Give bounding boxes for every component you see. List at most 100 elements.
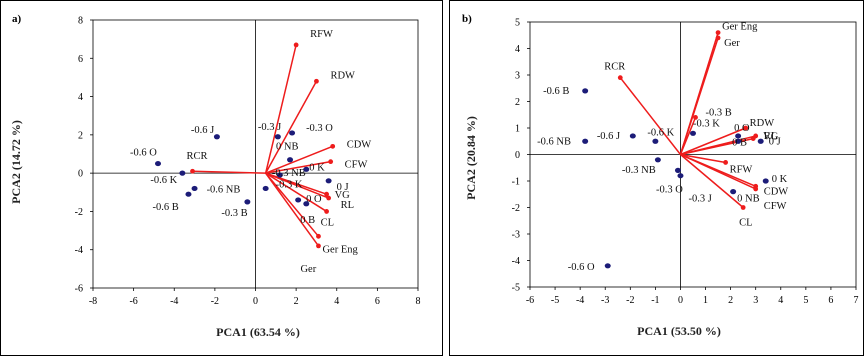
loading-vector-tip: [316, 243, 321, 249]
score-point: [690, 130, 696, 136]
loading-vector: [265, 172, 320, 237]
x-tick-label: 8: [416, 296, 421, 307]
score-point: [289, 130, 296, 136]
x-tick-label: -8: [89, 296, 97, 307]
vector-label: RCR: [187, 151, 208, 162]
panel-frame: [449, 0, 864, 356]
score-point: [730, 189, 737, 195]
loading-vector-tip: [723, 160, 728, 165]
loading-vector: [680, 153, 757, 190]
y-tick-label: -4: [512, 256, 520, 267]
score-point: [179, 170, 186, 176]
point-label: 0 K: [772, 174, 788, 185]
x-tick-label: 3: [753, 295, 758, 306]
loading-vector: [265, 172, 320, 247]
x-tick-label: 7: [854, 295, 859, 306]
y-tick-label: 4: [515, 44, 520, 55]
x-tick-label: 0: [678, 295, 683, 306]
x-axis-title: PCA1 (63.54 %): [216, 325, 300, 339]
loading-vector: [265, 172, 327, 213]
loading-vector-tip: [316, 233, 321, 239]
score-point: [629, 133, 636, 139]
loading-vector: [265, 145, 333, 174]
x-tick-label: -5: [551, 295, 559, 306]
score-point: [652, 138, 659, 144]
panel-frame: [0, 0, 443, 356]
loading-vector-tip: [715, 35, 721, 41]
y-tick-label: 4: [78, 92, 83, 103]
score-point: [735, 138, 742, 144]
loading-vector: [264, 80, 318, 174]
panel-label: a): [12, 13, 22, 25]
score-point: [677, 173, 684, 179]
vector-label: CDW: [347, 139, 372, 150]
x-tick-label: 6: [375, 296, 380, 307]
score-point: [276, 172, 283, 178]
point-label: -0.6 O: [568, 262, 595, 273]
vector-label: RFW: [730, 164, 753, 175]
score-point: [295, 197, 302, 203]
panel-a: -8 -6 -4 -2 0 2 4 6 8 -6 -4 -2 0 2 4 6 8 a) PCA1 (63.54 %)…: [0, 0, 443, 356]
loading-vector: [264, 44, 297, 174]
y-tick-label: 0: [515, 150, 520, 161]
loading-vector-tip: [715, 30, 721, 35]
vector-label: CL: [739, 218, 752, 229]
score-point: [604, 263, 611, 269]
loading-vector-tip: [750, 136, 756, 142]
vector-label: RL: [764, 131, 777, 142]
score-point: [191, 185, 198, 192]
loading-vector: [679, 37, 719, 155]
x-tick-label: -6: [129, 296, 137, 307]
vector-label: RDW: [330, 70, 355, 81]
y-tick-label: -2: [512, 203, 520, 214]
score-point: [582, 88, 589, 94]
y-tick-label: 6: [78, 54, 83, 65]
loading-vector-tip: [326, 195, 332, 201]
score-point: [674, 167, 681, 173]
y-tick-label: 2: [78, 130, 83, 141]
y-tick-label: -1: [512, 177, 520, 188]
loading-vector-tip: [324, 209, 329, 214]
point-label: -0.3 K: [276, 179, 303, 190]
x-tick-label: -3: [601, 295, 609, 306]
point-label: -0.6 NB: [537, 136, 571, 147]
x-tick-label: 4: [334, 296, 339, 307]
x-tick-label: -2: [626, 295, 634, 306]
score-point: [303, 166, 310, 172]
loading-vector: [680, 153, 726, 164]
score-point: [303, 201, 310, 207]
x-tick-label: 2: [728, 295, 733, 306]
loading-vector-tip: [743, 125, 749, 131]
loading-vector-tip: [753, 186, 759, 192]
y-tick-label: -2: [75, 207, 83, 218]
vector-label: RFW: [310, 29, 333, 40]
vector-label: VG: [763, 132, 779, 143]
point-label: -0.6 O: [130, 148, 157, 159]
point-label: -0.6 B: [152, 202, 178, 213]
point-label: 0 B: [300, 215, 315, 226]
score-point: [654, 157, 661, 163]
panel-label: b): [462, 13, 472, 25]
loading-vector-tip: [740, 205, 746, 210]
loading-vector-tip: [328, 159, 334, 165]
y-axis-title: PCA2 (14.72 %): [9, 120, 23, 204]
vector-label: Ger: [724, 38, 740, 49]
score-point: [185, 191, 192, 197]
vector-label: RCR: [604, 62, 625, 73]
loading-vector-tip: [190, 168, 195, 174]
loading-vector: [679, 153, 744, 209]
point-label: -0.3 J: [258, 122, 281, 133]
point-label: -0.3 O: [306, 123, 333, 134]
point-label: -0.6 K: [647, 127, 674, 138]
y-axis-title: PCA2 (20.84 %): [464, 116, 478, 200]
point-label: 0 J: [769, 136, 781, 147]
y-tick-label: 0: [78, 169, 83, 180]
x-tick-label: 4: [778, 295, 783, 306]
point-label: 0 B: [732, 137, 747, 148]
x-tick-label: 0: [253, 296, 258, 307]
point-label: -0.3 J: [688, 194, 711, 205]
loading-vector-tip: [324, 191, 329, 197]
y-tick-label: 2: [515, 97, 520, 108]
score-point: [155, 160, 161, 167]
